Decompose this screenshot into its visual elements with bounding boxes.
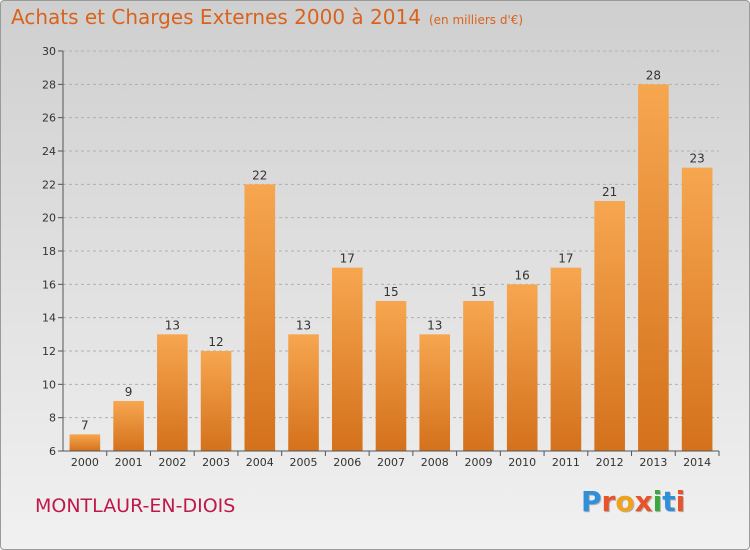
axis-layer: 6 8 10 12 14 16 18 20 22 24 26 28 30 2000 2001 2002 2003… [42, 45, 720, 469]
x-tick-label: 2005 [290, 456, 318, 469]
bar [157, 334, 188, 451]
data-label: 17 [340, 252, 355, 266]
bar [638, 84, 669, 451]
chart-subtitle: (en milliers d'€) [428, 13, 524, 27]
x-tick-label: 2008 [421, 456, 449, 469]
logo-letter: x [634, 485, 653, 518]
bar [200, 351, 232, 451]
data-label: 13 [165, 318, 180, 332]
data-label: 28 [646, 68, 661, 82]
x-tick-label: 2000 [71, 456, 99, 469]
municipality-name: MONTLAUR-EN-DIOIS [35, 495, 236, 517]
x-tick-label: 2011 [552, 456, 580, 469]
logo-letter: r [601, 485, 616, 518]
x-tick-label: 2009 [464, 456, 492, 469]
bar-layer: 7 9 13 12 22 13 17 15 13 15 16 17 21 28 23 [69, 68, 713, 452]
bar [244, 184, 276, 452]
x-tick-label: 2010 [508, 456, 536, 469]
data-label: 15 [471, 285, 486, 299]
data-label: 12 [208, 335, 223, 349]
x-tick-label: 2013 [639, 456, 667, 469]
data-label: 23 [689, 152, 704, 166]
x-tick-label: 2001 [115, 456, 143, 469]
chart-title: Achats et Charges Externes 2000 à 2014 (e… [11, 5, 523, 29]
bar [375, 301, 407, 451]
bar [419, 334, 451, 451]
data-label: 16 [515, 268, 530, 282]
y-tick-label: 28 [42, 78, 56, 91]
logo-letter: t [662, 485, 676, 518]
y-tick-label: 8 [49, 412, 56, 425]
logo-letter: i [652, 485, 663, 518]
bar [506, 284, 538, 451]
data-label: 22 [252, 168, 267, 182]
bar [463, 301, 494, 451]
y-tick-label: 30 [42, 45, 56, 58]
y-tick-label: 12 [42, 345, 56, 358]
data-label: 13 [427, 318, 442, 332]
data-label: 13 [296, 318, 311, 332]
x-tick-label: 2014 [683, 456, 711, 469]
data-label: 9 [125, 385, 133, 399]
x-tick-label: 2006 [333, 456, 361, 469]
bar [550, 267, 582, 451]
x-tick-label: 2002 [158, 456, 186, 469]
data-label: 17 [558, 252, 573, 266]
y-tick-label: 6 [49, 445, 56, 458]
data-label: 15 [383, 285, 398, 299]
bar [681, 167, 713, 451]
bar [288, 334, 319, 451]
x-tick-label: 2012 [596, 456, 624, 469]
logo-letter: i [675, 485, 686, 518]
x-tick-label: 2007 [377, 456, 405, 469]
bar [69, 434, 101, 451]
y-tick-label: 14 [42, 312, 56, 325]
x-tick-label: 2004 [246, 456, 274, 469]
data-label: 21 [602, 185, 617, 199]
bar [113, 401, 144, 451]
logo-letter: P [581, 485, 602, 518]
bar [594, 201, 625, 451]
data-label: 7 [81, 418, 89, 432]
y-tick-label: 18 [42, 245, 56, 258]
proxiti-logo: Proxiti [581, 485, 685, 518]
y-tick-label: 24 [42, 145, 56, 158]
y-tick-label: 10 [42, 378, 56, 391]
y-tick-label: 16 [42, 278, 56, 291]
bar [331, 267, 363, 451]
chart-title-text: Achats et Charges Externes 2000 à 2014 [11, 5, 421, 29]
logo-letter: o [615, 485, 635, 518]
x-tick-label: 2003 [202, 456, 230, 469]
y-tick-label: 20 [42, 212, 56, 225]
y-tick-label: 26 [42, 112, 56, 125]
y-tick-label: 22 [42, 178, 56, 191]
